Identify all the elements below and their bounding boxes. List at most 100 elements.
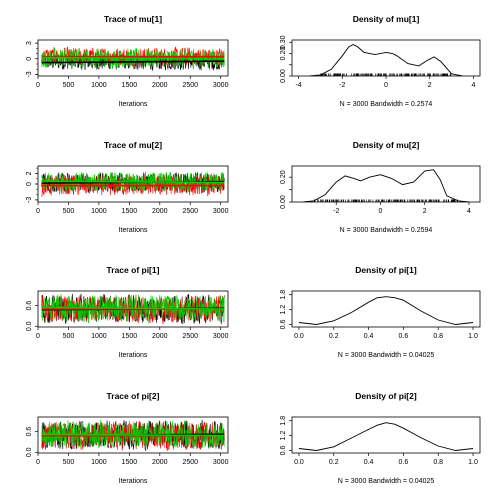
x-axis-label: Iterations <box>119 227 148 234</box>
x-tick-label: 1500 <box>122 333 138 340</box>
y-tick-label: 0 <box>26 182 33 186</box>
plot-area <box>298 296 474 325</box>
x-axis-label: Iterations <box>119 352 148 359</box>
trace-smooth-1 <box>41 60 225 64</box>
plot-area <box>41 419 225 451</box>
plot-area <box>41 171 225 197</box>
plot-frame <box>291 165 481 203</box>
x-tick-label: 2000 <box>152 333 168 340</box>
trace-series-3 <box>41 293 225 324</box>
panel-3: Trace of mu[2] 0 500 1000 1500 2000 2500 3000 -3… <box>26 140 229 234</box>
y-tick-label: 3 <box>26 41 33 45</box>
y-tick-label: 0.00 <box>280 195 287 209</box>
y-tick-label: 0.6 <box>280 320 287 330</box>
y-tick-label: 0 <box>26 57 33 61</box>
density-curve <box>298 296 474 325</box>
y-tick-label: -3 <box>26 197 33 203</box>
panel-8: Density of pi[2] 0.0 0.2 0.4 0.6 0.8 1.0 0.6 1.2… <box>280 391 481 485</box>
x-tick-label: 1500 <box>122 82 138 89</box>
x-tick-label: 0.6 <box>399 459 409 466</box>
panel-title: Trace of pi[1] <box>107 265 160 275</box>
x-tick-label: 2000 <box>152 208 168 215</box>
x-tick-label: 0.4 <box>364 459 374 466</box>
panel-2: Density of mu[1] -4 -2 0 2 4 0.00 0.200.30 N = 3… <box>280 14 481 108</box>
x-tick-label: 1500 <box>122 459 138 466</box>
panel-title: Density of pi[1] <box>355 265 417 275</box>
x-tick-label: 3000 <box>213 459 229 466</box>
x-tick-label: 0 <box>36 459 40 466</box>
panel-title: Density of mu[2] <box>353 140 420 150</box>
plot-area <box>41 46 225 72</box>
panel-1: Trace of mu[1] 0 500 1000 1500 2000 2500 3000 -3… <box>26 14 229 108</box>
y-tick-label: 2 <box>26 171 33 175</box>
x-axis-label: N = 3000 Bandwidth = 0.04025 <box>338 352 435 359</box>
panel-5: Trace of pi[1] 0 500 1000 1500 2000 2500 3000 0.… <box>26 265 229 359</box>
x-axis-label: N = 3000 Bandwidth = 0.2594 <box>340 227 433 234</box>
x-tick-label: 0.8 <box>433 459 443 466</box>
panel-title: Trace of mu[1] <box>104 14 162 24</box>
x-tick-label: 4 <box>471 82 475 89</box>
x-tick-label: -2 <box>339 82 345 89</box>
x-tick-label: 0 <box>379 208 383 215</box>
x-tick-label: 0.2 <box>329 459 339 466</box>
x-tick-label: 0.4 <box>364 333 374 340</box>
x-tick-label: 2500 <box>182 459 198 466</box>
x-tick-label: 1000 <box>91 82 107 89</box>
plot-frame <box>37 416 229 454</box>
plot-frame <box>37 290 229 328</box>
y-tick-label: 0.0 <box>26 447 33 457</box>
panel-title: Density of mu[1] <box>353 14 420 24</box>
x-tick-label: 0.0 <box>294 333 304 340</box>
x-tick-label: 2500 <box>182 82 198 89</box>
x-tick-label: 0.6 <box>399 333 409 340</box>
plot-area <box>309 43 463 76</box>
y-tick-label: 1.8 <box>280 290 287 300</box>
y-tick-label: 0.6 <box>280 446 287 456</box>
x-axis-label: N = 3000 Bandwidth = 0.2574 <box>340 101 433 108</box>
trace-smooth-3 <box>41 433 225 437</box>
y-tick-label: -3 <box>26 71 33 77</box>
x-tick-label: 3000 <box>213 333 229 340</box>
y-tick-label: 0.0 <box>26 321 33 331</box>
x-axis-label: Iterations <box>119 101 148 108</box>
x-tick-label: 2000 <box>152 459 168 466</box>
x-tick-label: 500 <box>63 82 75 89</box>
x-tick-label: 1000 <box>91 333 107 340</box>
x-tick-label: 4 <box>467 208 471 215</box>
x-tick-label: 2500 <box>182 333 198 340</box>
x-tick-label: 1000 <box>91 208 107 215</box>
panel-7: Trace of pi[2] 0 500 1000 1500 2000 2500 3000 0.… <box>26 391 229 485</box>
x-tick-label: 0 <box>384 82 388 89</box>
x-tick-label: 3000 <box>213 208 229 215</box>
x-tick-label: 2000 <box>152 82 168 89</box>
x-tick-label: 500 <box>63 333 75 340</box>
x-tick-label: 1000 <box>91 459 107 466</box>
trace-smooth-3 <box>41 180 225 184</box>
x-tick-label: 500 <box>63 208 75 215</box>
trace-smooth-3 <box>41 56 225 60</box>
x-tick-label: 2500 <box>182 208 198 215</box>
panel-title: Trace of mu[2] <box>104 140 162 150</box>
y-tick-label: 0.20 <box>280 47 287 61</box>
y-tick-label: 1.8 <box>280 416 287 426</box>
x-tick-label: 2 <box>423 208 427 215</box>
plot-area <box>298 422 474 451</box>
x-tick-label: 0 <box>36 208 40 215</box>
plot-area <box>303 169 469 202</box>
plot-frame <box>291 39 481 77</box>
x-tick-label: 1500 <box>122 208 138 215</box>
density-curve <box>298 422 474 451</box>
plot-frame <box>291 290 481 328</box>
x-tick-label: 0.0 <box>294 459 304 466</box>
x-axis-label: N = 3000 Bandwidth = 0.04025 <box>338 478 435 485</box>
panel-4: Density of mu[2] -2 0 2 4 0.00 0.20 N = 3000 Ba… <box>280 140 481 234</box>
density-curve <box>303 169 469 202</box>
panel-title: Trace of pi[2] <box>107 391 160 401</box>
density-curve <box>309 43 463 76</box>
x-tick-label: 0 <box>36 82 40 89</box>
x-tick-label: 1.0 <box>468 333 478 340</box>
y-tick-label: 0.6 <box>26 301 33 311</box>
y-tick-label: 0.00 <box>280 69 287 83</box>
x-tick-label: 0 <box>36 333 40 340</box>
